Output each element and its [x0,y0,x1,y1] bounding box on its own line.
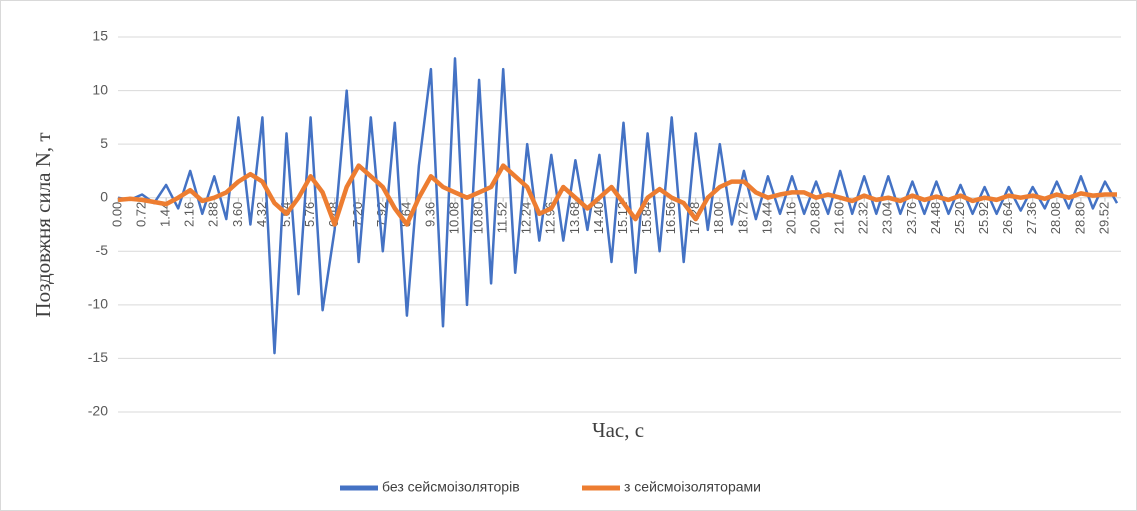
x-tick-label: 25.20 [952,202,967,235]
y-tick-label: -15 [88,349,108,365]
x-tick-label: 19.44 [759,202,774,235]
y-tick-label: -5 [96,242,109,258]
x-tick-label: 20.16 [783,202,798,235]
series-line [117,163,1117,227]
x-tick-label: 27.36 [1024,202,1039,235]
x-tick-label: 2.16 [182,202,197,227]
x-tick-label: 22.32 [856,202,871,235]
x-tick-label: 10.08 [446,202,461,235]
x-tick-label: 10.80 [471,202,486,235]
legend-label: без сейсмоізоляторів [382,479,520,495]
x-tick-label: 23.76 [904,202,919,235]
x-tick-label: 0.72 [134,202,149,227]
x-tick-label: 20.88 [808,202,823,235]
x-tick-label: 2.88 [206,202,221,227]
x-tick-label: 3.60 [230,202,245,227]
x-tick-label: 13.68 [567,202,582,235]
x-tick-label: 28.80 [1072,202,1087,235]
x-tick-label: 28.08 [1048,202,1063,235]
y-tick-label: -10 [88,296,108,312]
x-tick-label: 18.00 [711,202,726,235]
y-tick-label: 0 [100,188,108,204]
x-tick-label: 25.92 [976,202,991,235]
y-tick-label: 10 [92,81,108,97]
x-tick-label: 16.56 [663,202,678,235]
x-tick-label: 14.40 [591,202,606,235]
legend-label: з сейсмоізоляторами [624,479,761,495]
x-tick-label: 26.64 [1000,202,1015,235]
x-tick-label: 23.04 [880,202,895,235]
x-tick-label: 21.60 [832,202,847,235]
y-axis-title: Поздовжня сила N, т [31,132,55,317]
x-tick-label: 5.76 [302,202,317,227]
y-tick-label: 5 [100,135,108,151]
x-tick-label: 4.32 [254,202,269,227]
x-tick-label: 29.52 [1096,202,1111,235]
x-tick-label: 1.44 [158,202,173,227]
x-tick-label: 24.48 [928,202,943,235]
x-tick-label: 18.72 [735,202,750,235]
x-tick-label: 0.00 [109,202,124,227]
y-tick-label: 15 [92,28,108,44]
x-tick-label: 9.36 [422,202,437,227]
y-tick-label: -20 [88,403,108,419]
x-axis-title: Час, с [592,418,644,442]
x-tick-label: 12.24 [519,202,534,235]
x-tick-label: 11.52 [495,202,510,234]
